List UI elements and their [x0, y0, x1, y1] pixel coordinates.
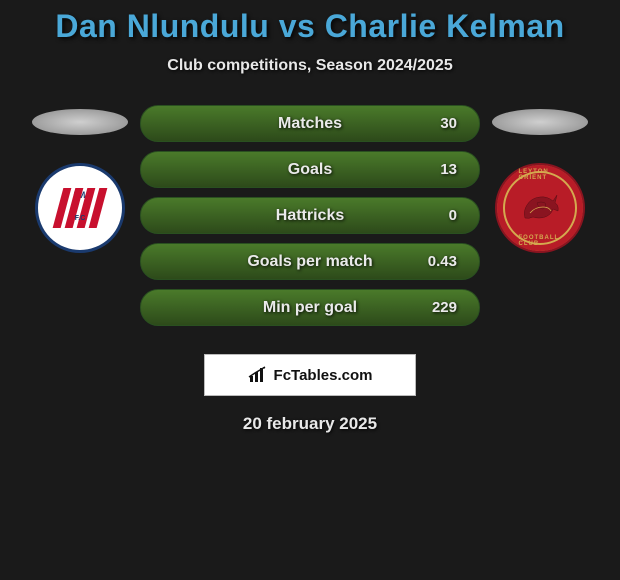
player-photo-placeholder-left — [32, 109, 128, 135]
left-player-column: BW F.C — [30, 105, 130, 253]
stat-right-value: 229 — [417, 299, 457, 316]
stat-right-value: 30 — [417, 115, 457, 132]
subtitle: Club competitions, Season 2024/2025 — [0, 57, 620, 75]
stat-row-goals-per-match: Goals per match 0.43 — [140, 243, 480, 280]
orient-bottom-label: FOOTBALL CLUB — [519, 235, 562, 247]
stat-label: Matches — [278, 115, 342, 133]
stat-row-min-per-goal: Min per goal 229 — [140, 289, 480, 326]
stat-row-hattricks: Hattricks 0 — [140, 197, 480, 234]
bolton-fc-label: F.C — [75, 215, 86, 222]
stat-label: Goals per match — [247, 253, 372, 271]
right-player-column: LEYTON ORIENT FOOTBALL CLUB — [490, 105, 590, 253]
bolton-stripes-icon — [50, 188, 110, 228]
wyvern-icon — [515, 183, 565, 233]
player-photo-placeholder-right — [492, 109, 588, 135]
stat-right-value: 13 — [417, 161, 457, 178]
stat-row-goals: Goals 13 — [140, 151, 480, 188]
stat-row-matches: Matches 30 — [140, 105, 480, 142]
bolton-crest-inner: BW F.C — [50, 188, 110, 228]
orient-top-label: LEYTON ORIENT — [519, 169, 562, 181]
date-label: 20 february 2025 — [0, 414, 620, 434]
stats-column: Matches 30 Goals 13 Hattricks 0 Goals pe… — [140, 105, 480, 326]
leyton-orient-crest: LEYTON ORIENT FOOTBALL CLUB — [495, 163, 585, 253]
stat-right-value: 0.43 — [417, 253, 457, 270]
fctables-watermark[interactable]: FcTables.com — [204, 354, 416, 396]
bar-chart-icon — [248, 366, 268, 384]
comparison-card: Dan Nlundulu vs Charlie Kelman Club comp… — [0, 0, 620, 434]
main-row: BW F.C Matches 30 Goa — [0, 105, 620, 326]
bolton-wanderers-crest: BW F.C — [35, 163, 125, 253]
stat-label: Hattricks — [276, 207, 344, 225]
stat-label: Min per goal — [263, 299, 357, 317]
stat-label: Goals — [288, 161, 332, 179]
fctables-label: FcTables.com — [274, 367, 373, 384]
stat-right-value: 0 — [417, 207, 457, 224]
page-title: Dan Nlundulu vs Charlie Kelman — [0, 8, 620, 45]
